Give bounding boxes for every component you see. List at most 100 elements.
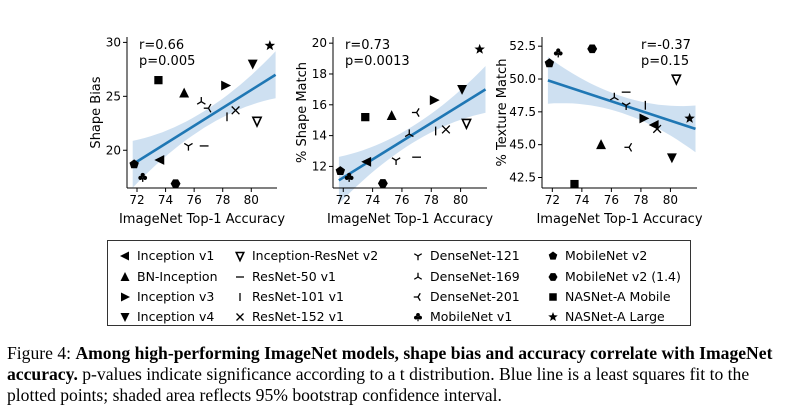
point-inception-v3 xyxy=(429,95,440,106)
legend-item-inception-resnet-v2: Inception-ResNet v2 xyxy=(233,248,378,263)
x-tick-label: 74 xyxy=(574,193,589,207)
legend-item-densenet-121: DenseNet-121 xyxy=(411,248,520,263)
y-axis-label: % Texture Match xyxy=(495,59,510,167)
x-tick-label: 78 xyxy=(424,193,439,207)
point-inception-v1 xyxy=(361,156,372,167)
x-tick-label: 78 xyxy=(633,193,648,207)
x-tick-label: 72 xyxy=(545,193,560,207)
point-nasnet-a-mobile xyxy=(154,76,163,85)
point-inception-v4 xyxy=(457,84,468,95)
shape-bias-panel: 72 74 76 78 80 20 25 30 ImageNet Top-1 Accuracy S… xyxy=(89,35,285,227)
legend-marker-square-icon xyxy=(549,292,557,301)
legend-marker-tri-left-icon xyxy=(413,292,421,301)
point-bn-inception xyxy=(386,110,397,120)
y-tick-label: 12 xyxy=(312,159,327,173)
point-mobilenet-v2 xyxy=(544,58,555,68)
point-densenet-169 xyxy=(609,92,619,101)
y-tick-label: 45.0 xyxy=(509,138,536,152)
point-mobilenet-v2 xyxy=(129,159,139,169)
fit-line xyxy=(132,73,277,166)
y-tick-label: 50.0 xyxy=(509,72,536,86)
x-tick-label: 72 xyxy=(336,193,351,207)
legend-marker-shape xyxy=(120,251,129,260)
y-tick-label: 52.5 xyxy=(509,39,536,53)
legend-marker-shape xyxy=(413,272,423,280)
point-nasnet-a-mobile xyxy=(570,179,579,189)
x-tick-label: 74 xyxy=(365,193,380,207)
legend-label: MobileNet v1 xyxy=(430,309,513,324)
r-value-annotation: r=-0.37 xyxy=(641,38,691,53)
point-densenet-121 xyxy=(391,157,401,165)
point-inception-v1 xyxy=(154,155,165,165)
fit-line xyxy=(547,79,696,131)
legend-label: BN-Inception xyxy=(137,269,218,284)
legend-item-mobilenet-v2: MobileNet v2 xyxy=(546,248,647,263)
point-densenet-121 xyxy=(621,102,631,110)
point-mobilenet-v2-1-4 xyxy=(587,44,598,54)
point-nasnet-a-large xyxy=(474,43,485,54)
legend-marker-triangle-up-icon xyxy=(120,271,130,281)
legend-marker-star-icon xyxy=(548,311,558,321)
legend-marker-shape xyxy=(120,271,130,281)
x-tick-label: 80 xyxy=(663,193,678,207)
legend-item-resnet-152-v1: ResNet-152 v1 xyxy=(233,309,344,324)
legend-item-inception-v1: Inception v1 xyxy=(118,248,214,263)
point-inception-v4 xyxy=(247,59,258,70)
x-tick-label: 80 xyxy=(244,193,259,207)
legend-item-densenet-169: DenseNet-169 xyxy=(411,269,520,284)
y-axis-label: % Shape Match xyxy=(295,62,310,163)
point-densenet-201 xyxy=(411,108,420,117)
x-tick-label: 80 xyxy=(453,193,468,207)
x-axis-label: ImageNet Top-1 Accuracy xyxy=(536,212,702,227)
point-mobilenet-v1 xyxy=(553,48,563,58)
legend-label: Inception v1 xyxy=(137,248,215,263)
legend-item-mobilenet-v1: MobileNet v1 xyxy=(411,309,512,324)
legend-marker-pentagon-icon xyxy=(548,251,558,260)
y-tick-label: 16 xyxy=(312,98,327,112)
point-inception-v3 xyxy=(221,80,232,91)
point-densenet-201 xyxy=(203,103,212,113)
x-tick-label: 76 xyxy=(604,193,619,207)
y-axis-label: Shape Bias xyxy=(89,76,104,148)
legend-marker-tri-down-icon xyxy=(413,252,423,260)
y-tick-label: 20 xyxy=(106,143,121,157)
point-densenet-169 xyxy=(196,97,206,105)
p-value-annotation: p=0.0013 xyxy=(345,54,410,69)
point-mobilenet-v1 xyxy=(344,172,354,182)
legend-label: DenseNet-201 xyxy=(430,289,520,304)
legend-item-bn-inception: BN-Inception xyxy=(118,269,218,284)
point-nasnet-a-large xyxy=(264,40,276,51)
legend-marker-shape xyxy=(548,311,558,321)
legend-marker-triangle-down-icon xyxy=(120,312,130,322)
x-tick-label: 74 xyxy=(158,193,173,207)
point-inception-v4 xyxy=(666,153,677,164)
legend-marker-shape xyxy=(548,251,558,260)
point-inception-resnet-v2 xyxy=(670,74,682,86)
legend-marker-vline-icon xyxy=(239,292,241,301)
point-densenet-169 xyxy=(404,129,414,138)
point-inception-resnet-v2 xyxy=(251,116,263,128)
legend-marker-shape xyxy=(548,272,558,281)
legend-item-mobilenet-v2-1-4: MobileNet v2 (1.4) xyxy=(546,269,681,284)
legend-label: MobileNet v2 xyxy=(565,248,648,263)
p-value-annotation: p=0.005 xyxy=(139,54,195,69)
x-tick-label: 78 xyxy=(215,193,230,207)
shape-match-panel: 72 74 76 78 80 12 14 16 18 20 ImageNet Top-1 Accur… xyxy=(295,36,493,227)
legend-marker-club-icon xyxy=(414,312,422,321)
legend-marker-shape xyxy=(414,312,422,321)
legend-marker-shape xyxy=(549,292,557,301)
legend-item-inception-v3: Inception v3 xyxy=(118,289,214,304)
p-value-annotation: p=0.15 xyxy=(641,54,689,69)
legend-label: Inception v4 xyxy=(137,309,215,324)
legend-label: NASNet-A Mobile xyxy=(565,289,671,304)
legend-item-resnet-50-v1: ResNet-50 v1 xyxy=(233,269,336,284)
caption-figure-label: Figure 4: xyxy=(7,343,72,363)
point-bn-inception xyxy=(179,87,190,98)
caption-bold-text: Among high-performing ImageNet models, s… xyxy=(7,343,773,384)
point-resnet-152-v1 xyxy=(652,124,662,134)
y-tick-label: 18 xyxy=(312,67,327,81)
legend-item-resnet-101-v1: ResNet-101 v1 xyxy=(233,289,344,304)
point-densenet-201 xyxy=(624,142,633,152)
legend-label: ResNet-101 v1 xyxy=(252,289,344,304)
